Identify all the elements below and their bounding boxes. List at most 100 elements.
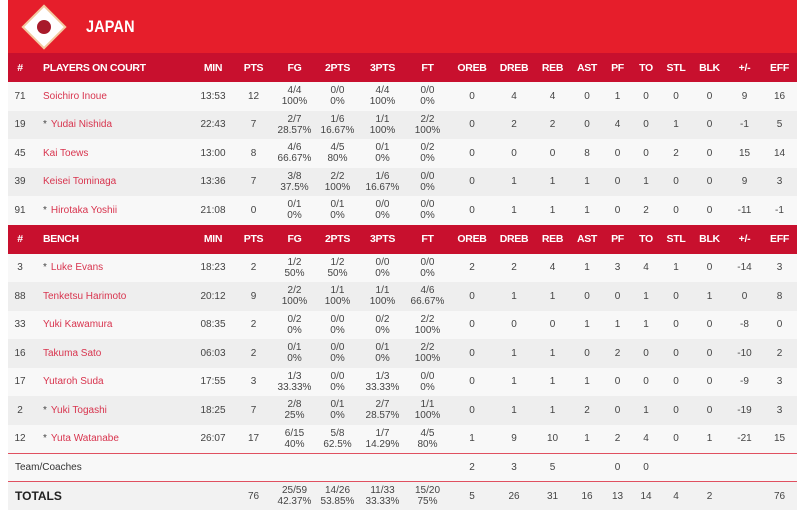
player-name-link[interactable]: Luke Evans (50, 262, 104, 274)
column-header[interactable]: TO (632, 53, 660, 82)
column-header[interactable]: TO (632, 224, 660, 254)
stat-plus-minus: 0 (727, 282, 762, 311)
player-name-link[interactable]: Yutaroh Suda (43, 376, 104, 388)
stat-dreb: 0 (494, 310, 534, 339)
column-header[interactable]: 3PTS (360, 224, 405, 254)
team-header: JAPAN (8, 0, 797, 53)
column-header[interactable]: FG (274, 53, 315, 82)
player-name-link[interactable]: Hirotaka Yoshii (50, 204, 118, 216)
column-header[interactable]: DREB (494, 53, 534, 82)
stat-min: 13:00 (193, 139, 233, 168)
player-name-link[interactable]: Yuki Kawamura (43, 319, 113, 331)
column-header[interactable]: PTS (233, 53, 274, 82)
stat-stl: 0 (660, 82, 692, 111)
stat-ft: 2/2 100% (405, 310, 450, 339)
column-header[interactable]: BLK (692, 224, 727, 254)
column-header[interactable]: 2PTS (315, 224, 360, 254)
stat-to: 2 (632, 196, 660, 225)
stat-plus-minus (727, 481, 762, 510)
stat-ft (405, 453, 450, 482)
stat-3pts: 1/3 33.33% (360, 367, 405, 396)
player-cell: Yuki Kawamura (32, 310, 193, 339)
stat-ft: 0/0 0% (405, 367, 450, 396)
player-number: 45 (8, 139, 32, 168)
stat-fg (274, 453, 315, 482)
column-header[interactable]: PF (603, 224, 632, 254)
column-header[interactable]: +/- (727, 53, 762, 82)
column-header[interactable]: 2PTS (315, 53, 360, 82)
column-header[interactable]: FT (405, 224, 450, 254)
stat-pf: 4 (603, 110, 632, 139)
player-name-link[interactable]: Yuta Watanabe (50, 433, 119, 445)
stat-pts: 0 (233, 196, 274, 225)
player-row: 2 * Yuki Togashi 18:25 7 2/8 25% 0/1 0% 2/7 28.… (8, 396, 797, 425)
stat-fg: 4/4 100% (274, 82, 315, 111)
player-name-link[interactable]: Takuma Sato (43, 347, 102, 359)
stat-pf: 0 (603, 453, 632, 482)
column-header[interactable]: AST (571, 53, 603, 82)
column-header[interactable]: EFF (762, 224, 797, 254)
stat-3pts: 4/4 100% (360, 82, 405, 111)
stat-fg: 1/2 50% (274, 253, 315, 282)
stat-to: 14 (632, 481, 660, 510)
stat-blk: 0 (692, 253, 727, 282)
player-cell: * Yuta Watanabe (32, 424, 193, 454)
stat-ft: 0/2 0% (405, 139, 450, 168)
stat-plus-minus: -11 (727, 196, 762, 225)
column-header[interactable]: 3PTS (360, 53, 405, 82)
column-header[interactable]: REB (534, 53, 571, 82)
number-header: # (8, 53, 32, 82)
stat-reb: 4 (534, 253, 571, 282)
section-title: BENCH (32, 224, 193, 254)
stat-to: 0 (632, 139, 660, 168)
player-name-link[interactable]: Tenketsu Harimoto (43, 290, 127, 302)
column-header[interactable]: PTS (233, 224, 274, 254)
column-header[interactable]: FG (274, 224, 315, 254)
team-coaches-row: Team/Coaches 2 3 5 0 0 (8, 453, 797, 482)
player-name-link[interactable]: Keisei Tominaga (43, 176, 117, 188)
player-name-link[interactable]: Soichiro Inoue (43, 90, 107, 102)
column-header[interactable]: PF (603, 53, 632, 82)
column-header[interactable]: MIN (193, 53, 233, 82)
column-header[interactable]: STL (660, 53, 692, 82)
stat-stl: 4 (660, 481, 692, 510)
column-header[interactable]: OREB (450, 224, 494, 254)
stat-2pts: 0/0 0% (315, 82, 360, 111)
stat-to: 0 (632, 82, 660, 111)
player-row: 12 * Yuta Watanabe 26:07 17 6/15 40% 5/8 62.5%… (8, 424, 797, 454)
column-header[interactable]: AST (571, 224, 603, 254)
column-header[interactable]: EFF (762, 53, 797, 82)
stat-reb: 1 (534, 282, 571, 311)
column-header[interactable]: +/- (727, 224, 762, 254)
column-header[interactable]: REB (534, 224, 571, 254)
player-name-link[interactable]: Yuki Togashi (50, 404, 107, 416)
player-name-link[interactable]: Yudai Nishida (50, 119, 113, 131)
column-header[interactable]: MIN (193, 224, 233, 254)
stat-pts: 7 (233, 167, 274, 196)
column-header[interactable]: BLK (692, 53, 727, 82)
stat-pf: 0 (603, 167, 632, 196)
stat-reb: 1 (534, 367, 571, 396)
japan-flag-logo (24, 6, 64, 47)
column-header[interactable]: STL (660, 224, 692, 254)
stat-oreb: 0 (450, 310, 494, 339)
stat-plus-minus: -10 (727, 339, 762, 368)
stat-dreb: 1 (494, 282, 534, 311)
stat-pf: 1 (603, 82, 632, 111)
player-row: 3 * Luke Evans 18:23 2 1/2 50% 1/2 50% 0/0 0% 0/… (8, 253, 797, 282)
column-header[interactable]: DREB (494, 224, 534, 254)
stat-plus-minus: -19 (727, 396, 762, 425)
column-header[interactable]: OREB (450, 53, 494, 82)
player-name-link[interactable]: Kai Toews (43, 147, 89, 159)
stat-to: 0 (632, 367, 660, 396)
stat-pts: 7 (233, 396, 274, 425)
starter-marker: * (43, 204, 47, 216)
stat-fg: 4/6 66.67% (274, 139, 315, 168)
column-header[interactable]: FT (405, 53, 450, 82)
stat-dreb: 3 (494, 453, 534, 482)
stat-blk: 0 (692, 82, 727, 111)
stat-min: 21:08 (193, 196, 233, 225)
stat-ast: 8 (571, 139, 603, 168)
stat-fg: 2/2 100% (274, 282, 315, 311)
stat-min: 26:07 (193, 424, 233, 454)
